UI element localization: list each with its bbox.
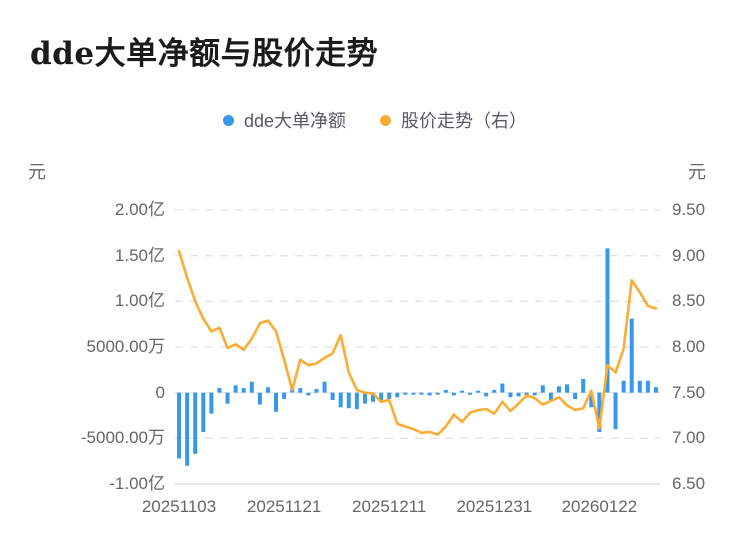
bar[interactable] xyxy=(540,385,545,393)
bar[interactable] xyxy=(476,390,481,393)
right-axis-tick-label: 8.00 xyxy=(672,337,706,356)
bar-series-dde-net xyxy=(177,248,658,466)
bar[interactable] xyxy=(548,392,553,400)
right-axis-unit: 元 xyxy=(688,162,706,182)
bar[interactable] xyxy=(532,392,537,396)
bar[interactable] xyxy=(581,378,586,393)
bar[interactable] xyxy=(225,392,230,404)
x-axis-tick-label: 20251103 xyxy=(141,497,217,516)
bar[interactable] xyxy=(492,389,497,393)
bar[interactable] xyxy=(427,392,432,396)
bar[interactable] xyxy=(613,392,618,430)
x-axis-tick-label: 20251121 xyxy=(246,497,322,516)
bar[interactable] xyxy=(565,384,570,393)
x-axis-tick-label: 20251231 xyxy=(456,497,533,516)
left-axis-unit: 元 xyxy=(28,162,46,182)
right-axis-tick-label: 6.50 xyxy=(672,474,706,493)
bar[interactable] xyxy=(589,392,594,408)
bar[interactable] xyxy=(637,380,642,393)
bar[interactable] xyxy=(298,388,303,393)
x-axis-tick-label: 20260122 xyxy=(561,497,638,516)
bar[interactable] xyxy=(193,392,198,454)
left-axis-tick-label: 2.00亿 xyxy=(114,200,165,219)
chart-title: dde大单净额与股价走势 xyxy=(30,36,379,72)
bar[interactable] xyxy=(217,388,222,393)
legend: dde大单净额 股价走势（右） xyxy=(0,107,750,133)
bar[interactable] xyxy=(185,392,190,466)
bar[interactable] xyxy=(484,392,489,397)
right-axis-tick-label: 7.50 xyxy=(672,382,706,402)
bar[interactable] xyxy=(177,392,182,459)
bar[interactable] xyxy=(500,383,505,393)
bar[interactable] xyxy=(241,388,246,393)
bar[interactable] xyxy=(257,392,262,405)
bar[interactable] xyxy=(597,392,602,432)
left-axis-tick-label: 0 xyxy=(155,382,165,402)
left-axis-tick-label: -1.00亿 xyxy=(109,474,165,493)
bar[interactable] xyxy=(338,392,343,408)
bar[interactable] xyxy=(435,392,440,395)
bar[interactable] xyxy=(403,392,408,395)
bar[interactable] xyxy=(362,392,367,404)
bar[interactable] xyxy=(451,392,456,396)
bar[interactable] xyxy=(629,318,634,393)
bar[interactable] xyxy=(419,392,424,395)
bar[interactable] xyxy=(508,392,513,398)
bar[interactable] xyxy=(516,392,521,397)
bar[interactable] xyxy=(621,380,626,393)
legend-item-price-trend[interactable]: 股价走势（右） xyxy=(380,107,527,133)
bar[interactable] xyxy=(306,392,311,396)
bar[interactable] xyxy=(573,392,578,400)
bar[interactable] xyxy=(468,392,473,395)
bar[interactable] xyxy=(346,392,351,409)
legend-circle-icon-bar-series xyxy=(222,114,234,126)
bar[interactable] xyxy=(249,381,254,393)
right-axis-tick-label: 7.00 xyxy=(672,428,706,448)
bar[interactable] xyxy=(645,380,650,393)
left-axis-tick-label: -5000.00万 xyxy=(80,428,165,448)
bar[interactable] xyxy=(201,392,206,432)
bar[interactable] xyxy=(605,248,610,393)
legend-circle-icon-line-series xyxy=(380,114,392,126)
bar[interactable] xyxy=(459,390,464,393)
bar[interactable] xyxy=(371,392,376,402)
bar[interactable] xyxy=(209,392,214,414)
left-axis-tick-label: 5000.00万 xyxy=(86,337,165,356)
bar[interactable] xyxy=(411,392,416,395)
bar[interactable] xyxy=(395,392,400,398)
legend-item-dde-net[interactable]: dde大单净额 xyxy=(222,107,347,133)
left-axis-tick-label: 1.00亿 xyxy=(114,291,165,311)
price-line[interactable] xyxy=(177,249,658,436)
right-axis-tick-label: 9.00 xyxy=(672,245,706,265)
bar[interactable] xyxy=(443,389,448,393)
bar[interactable] xyxy=(322,381,327,393)
right-axis-tick-label: 9.50 xyxy=(672,200,706,219)
bar[interactable] xyxy=(330,392,335,400)
x-axis-tick-label: 20251211 xyxy=(352,497,427,516)
legend-label-bar-series: dde大单净额 xyxy=(243,111,347,131)
bar[interactable] xyxy=(354,392,359,410)
bar[interactable] xyxy=(387,392,392,400)
bar[interactable] xyxy=(653,387,658,393)
bar[interactable] xyxy=(274,392,279,412)
bar[interactable] xyxy=(379,392,384,400)
bar[interactable] xyxy=(314,389,319,393)
right-axis-tick-label: 8.50 xyxy=(672,291,706,311)
bar[interactable] xyxy=(233,385,238,393)
bar[interactable] xyxy=(282,392,287,400)
legend-label-line-series: 股价走势（右） xyxy=(401,111,528,131)
left-axis-tick-label: 1.50亿 xyxy=(114,245,165,265)
bar[interactable] xyxy=(265,387,270,393)
bar[interactable] xyxy=(556,386,561,393)
